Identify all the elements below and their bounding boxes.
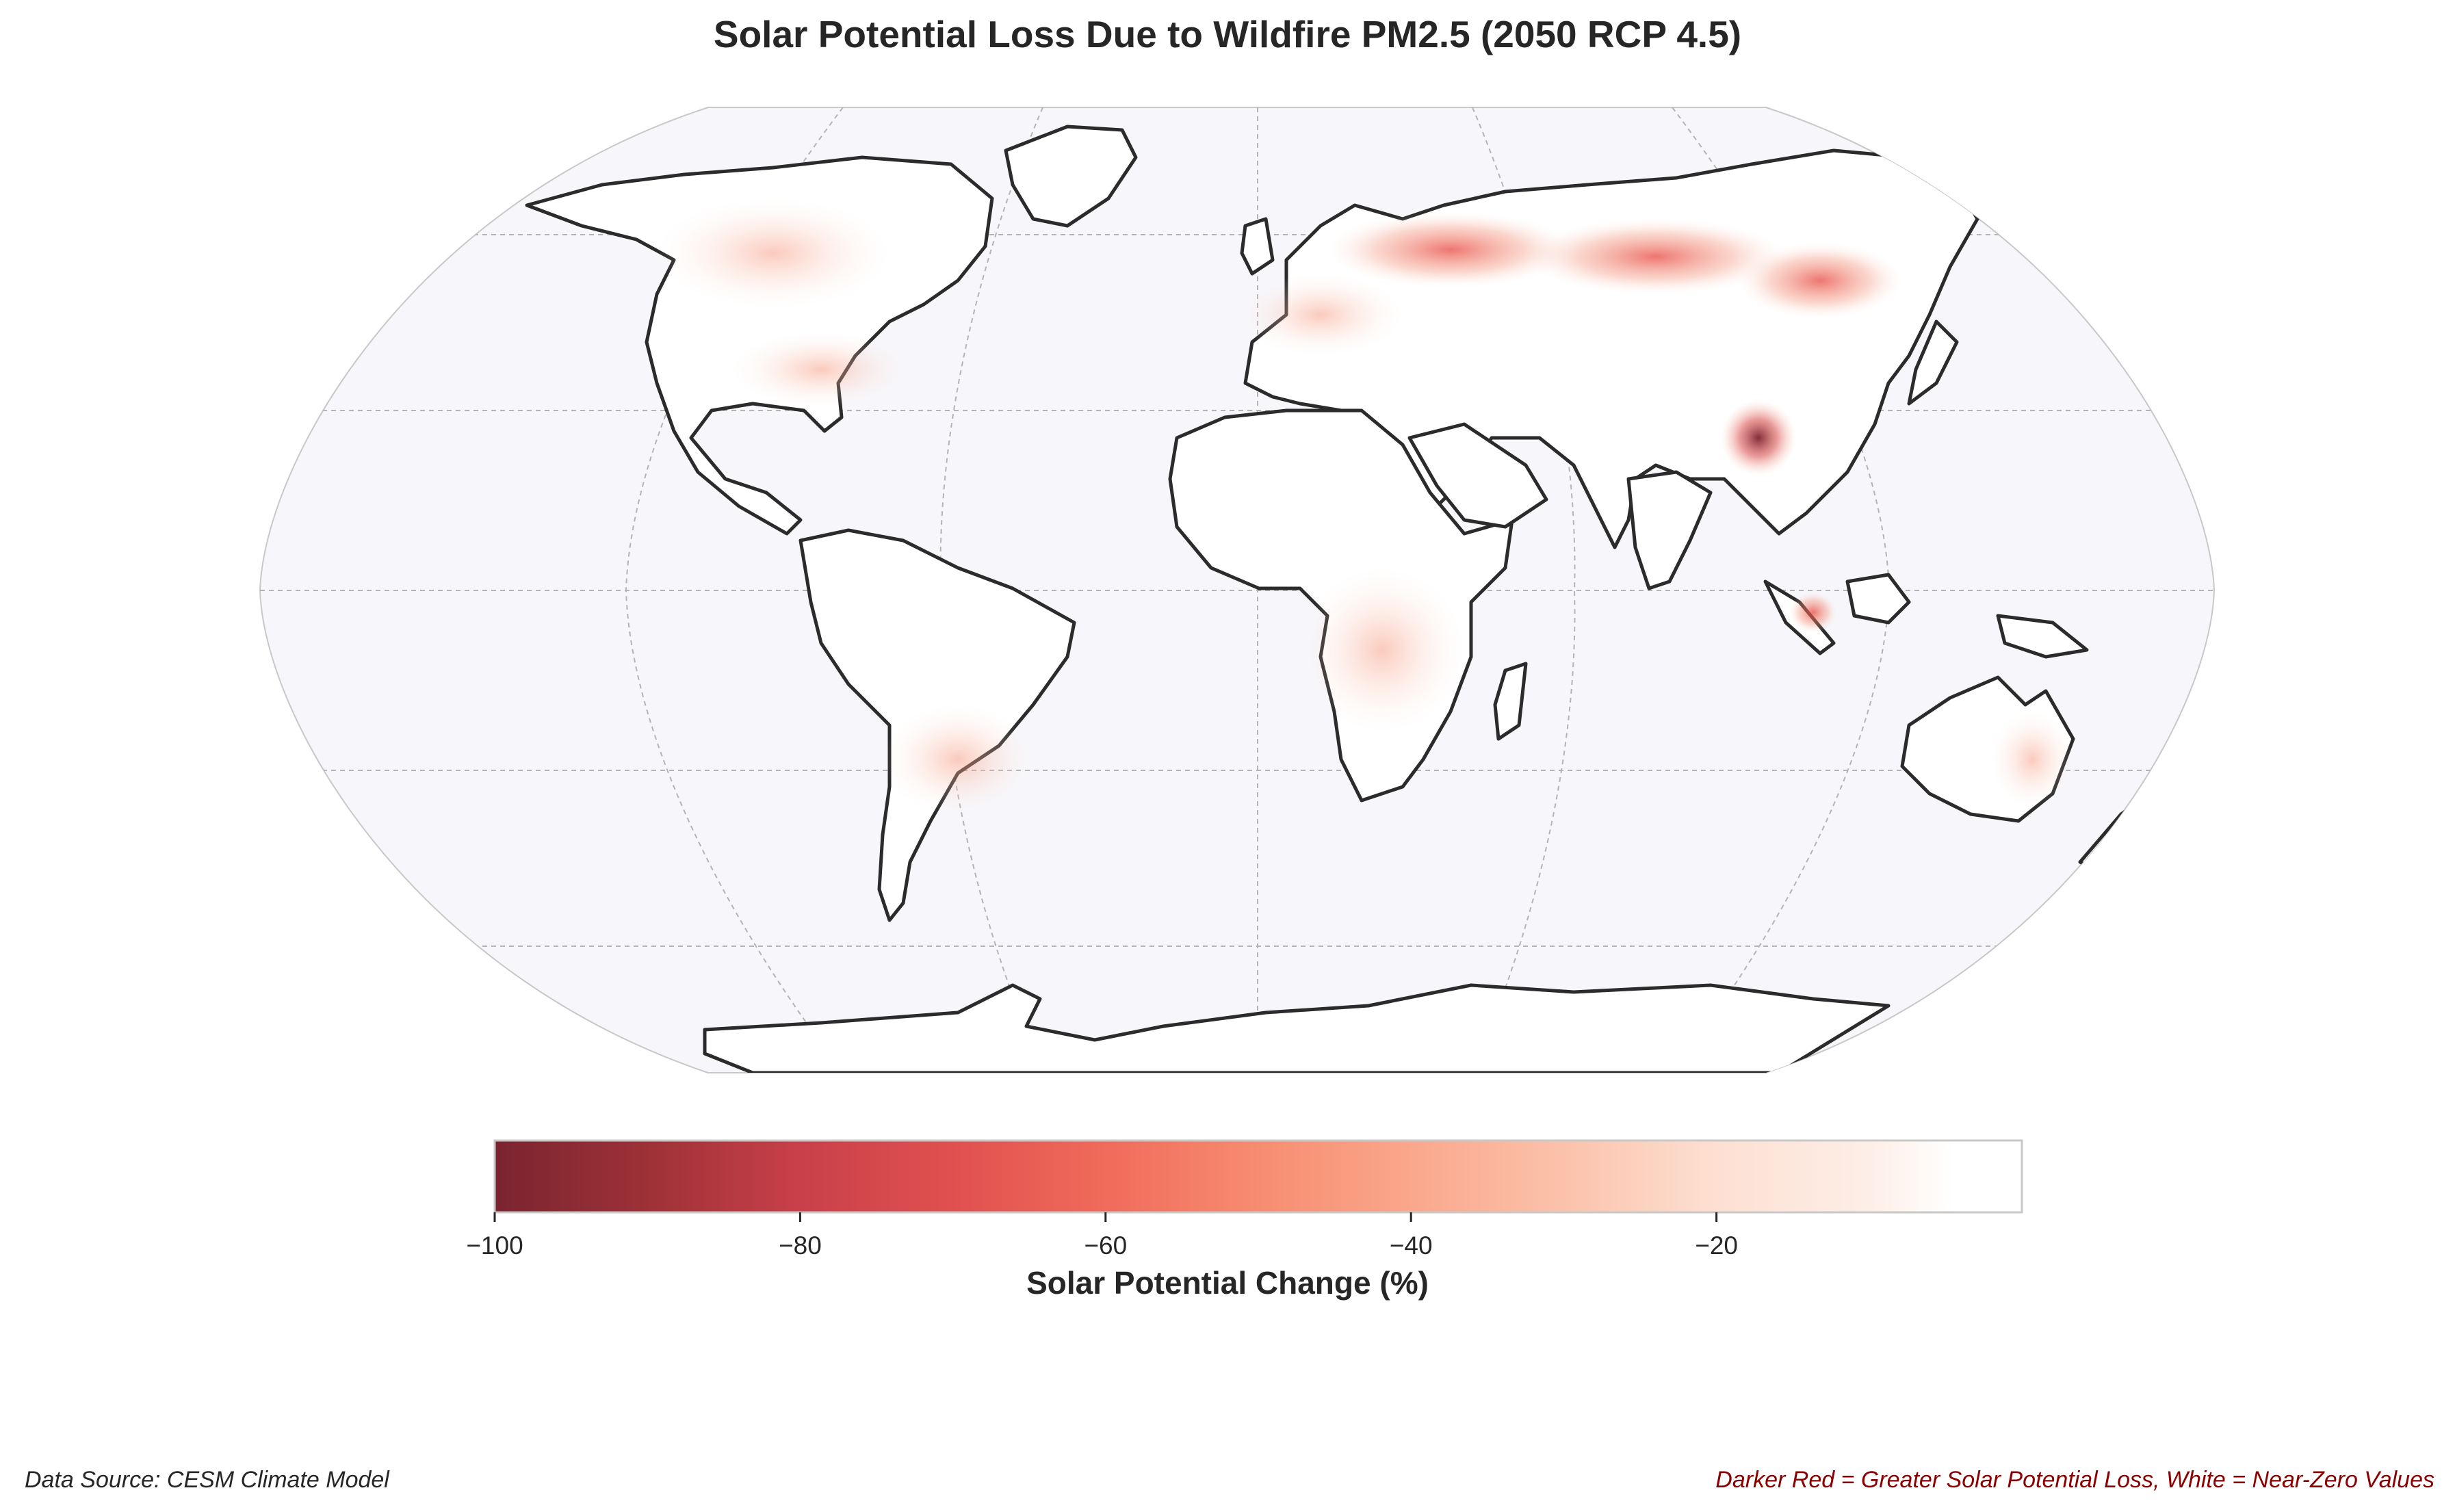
- hotspot-paraguay: [883, 705, 1033, 814]
- hotspot-sumatra: [1789, 592, 1837, 633]
- loss-overlay: [657, 198, 2073, 814]
- hotspot-europe: [1238, 274, 1403, 356]
- hotspot-us-southeast: [732, 332, 910, 407]
- map-contents: [260, 107, 2214, 1073]
- colorbar-tick-label: −60: [1084, 1231, 1128, 1260]
- japan: [1907, 320, 1959, 406]
- hotspot-western-canada: [657, 198, 889, 308]
- data-source-note: Data Source: CESM Climate Model: [25, 1467, 389, 1493]
- uk: [1240, 217, 1275, 276]
- hotspot-myanmar: [1721, 400, 1796, 475]
- hotspot-east-australia: [1991, 712, 2073, 807]
- hotspot-southern-africa: [1300, 568, 1464, 732]
- new-guinea: [1996, 614, 2089, 659]
- map-title: Solar Potential Loss Due to Wildfire PM2…: [713, 13, 1742, 55]
- indonesia-borneo: [1845, 573, 1911, 625]
- colorbar-tick-label: −100: [466, 1231, 523, 1260]
- color-legend-note: Darker Red = Greater Solar Potential Los…: [1715, 1467, 2434, 1493]
- antarctica: [703, 983, 1891, 1073]
- greenland: [1004, 125, 1138, 228]
- hotspot-western-russia: [1327, 212, 1574, 287]
- colorbar-tick-label: −80: [779, 1231, 822, 1260]
- colorbar-rect: [493, 1139, 2023, 1214]
- colorbar-label: Solar Potential Change (%): [1026, 1265, 1429, 1301]
- colorbar: [493, 1139, 2023, 1222]
- madagascar: [1493, 662, 1528, 741]
- arabia: [1407, 422, 1548, 529]
- colorbar-tick-label: −20: [1695, 1231, 1738, 1260]
- hotspot-amur: [1738, 243, 1902, 318]
- hotspot-central-siberia: [1526, 219, 1786, 294]
- india: [1626, 470, 1713, 590]
- colorbar-tick-label: −40: [1389, 1231, 1433, 1260]
